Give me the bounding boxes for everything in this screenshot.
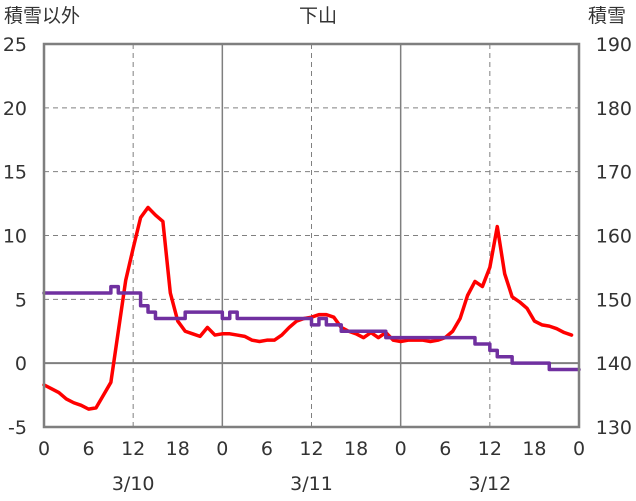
x-tick-label: 0 bbox=[216, 438, 228, 460]
x-tick-label: 18 bbox=[344, 438, 368, 460]
x-tick-label: 18 bbox=[166, 438, 190, 460]
right-tick-label: 190 bbox=[596, 34, 632, 56]
right-axis-title: 積雪 bbox=[588, 5, 626, 27]
x-tick-label: 0 bbox=[573, 438, 585, 460]
left-tick-label: 20 bbox=[3, 98, 27, 120]
left-tick-label: 10 bbox=[3, 226, 27, 248]
left-tick-label: 0 bbox=[15, 353, 27, 375]
right-tick-label: 140 bbox=[596, 353, 632, 375]
x-tick-label: 12 bbox=[121, 438, 145, 460]
x-tick-label: 12 bbox=[478, 438, 502, 460]
x-tick-label: 6 bbox=[439, 438, 451, 460]
right-tick-label: 150 bbox=[596, 289, 632, 311]
x-tick-label: 6 bbox=[83, 438, 95, 460]
left-tick-label: 5 bbox=[15, 289, 27, 311]
date-labels: 3/10 3/11 3/12 bbox=[112, 473, 511, 495]
x-axis-ticks: 0 6 12 18 0 6 12 18 0 6 12 18 0 bbox=[38, 438, 585, 460]
other-variable-line bbox=[42, 205, 574, 411]
snow-depth-line bbox=[42, 284, 581, 372]
x-tick-label: 6 bbox=[261, 438, 273, 460]
right-tick-label: 180 bbox=[596, 98, 632, 120]
left-axis-title: 積雪以外 bbox=[4, 5, 80, 27]
left-axis-ticks: 25 20 15 10 5 0 -5 bbox=[3, 34, 27, 439]
x-tick-label: 0 bbox=[38, 438, 50, 460]
chart-title: 下山 bbox=[299, 5, 337, 27]
left-tick-label: 15 bbox=[3, 162, 27, 184]
left-tick-label: -5 bbox=[8, 417, 27, 439]
date-label: 3/12 bbox=[468, 473, 511, 495]
right-tick-label: 170 bbox=[596, 162, 632, 184]
date-label: 3/10 bbox=[112, 473, 155, 495]
gridlines bbox=[44, 44, 579, 427]
plot-area-frame bbox=[42, 42, 581, 429]
series-lines bbox=[42, 205, 581, 411]
right-axis-ticks: 190 180 170 160 150 140 130 bbox=[596, 34, 632, 439]
x-tick-label: 18 bbox=[522, 438, 546, 460]
x-tick-label: 12 bbox=[299, 438, 323, 460]
x-tick-label: 0 bbox=[395, 438, 407, 460]
date-label: 3/11 bbox=[290, 473, 333, 495]
left-tick-label: 25 bbox=[3, 34, 27, 56]
right-tick-label: 130 bbox=[596, 417, 632, 439]
right-tick-label: 160 bbox=[596, 226, 632, 248]
